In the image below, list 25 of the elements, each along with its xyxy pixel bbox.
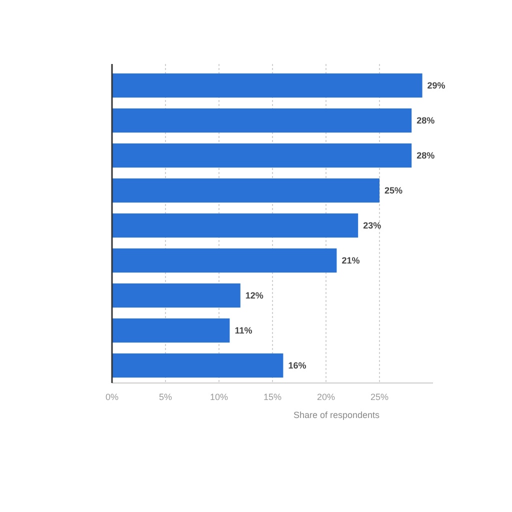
x-tick-label: 25%	[370, 392, 389, 402]
x-tick-label: 0%	[105, 392, 119, 402]
bar	[112, 143, 412, 168]
data-label: 11%	[234, 326, 252, 336]
bar	[112, 213, 358, 238]
x-axis-title: Share of respondents	[293, 410, 380, 420]
x-tick-label: 15%	[263, 392, 282, 402]
data-label: 28%	[416, 116, 435, 126]
bar	[112, 178, 380, 203]
bar	[112, 283, 240, 308]
bar	[112, 318, 230, 343]
data-label: 16%	[288, 360, 306, 371]
data-label: 23%	[363, 220, 382, 231]
data-label: 25%	[384, 186, 403, 196]
bar	[112, 73, 422, 98]
x-tick-label: 5%	[158, 392, 172, 402]
data-label: 29%	[427, 80, 446, 91]
x-tick-label: 20%	[316, 392, 336, 402]
bar	[112, 108, 412, 133]
data-label: 28%	[416, 150, 435, 161]
bar	[112, 353, 284, 378]
data-label: 12%	[245, 290, 264, 301]
bar	[112, 248, 337, 273]
x-tick-label: 10%	[210, 392, 228, 402]
data-label: 21%	[342, 256, 360, 266]
